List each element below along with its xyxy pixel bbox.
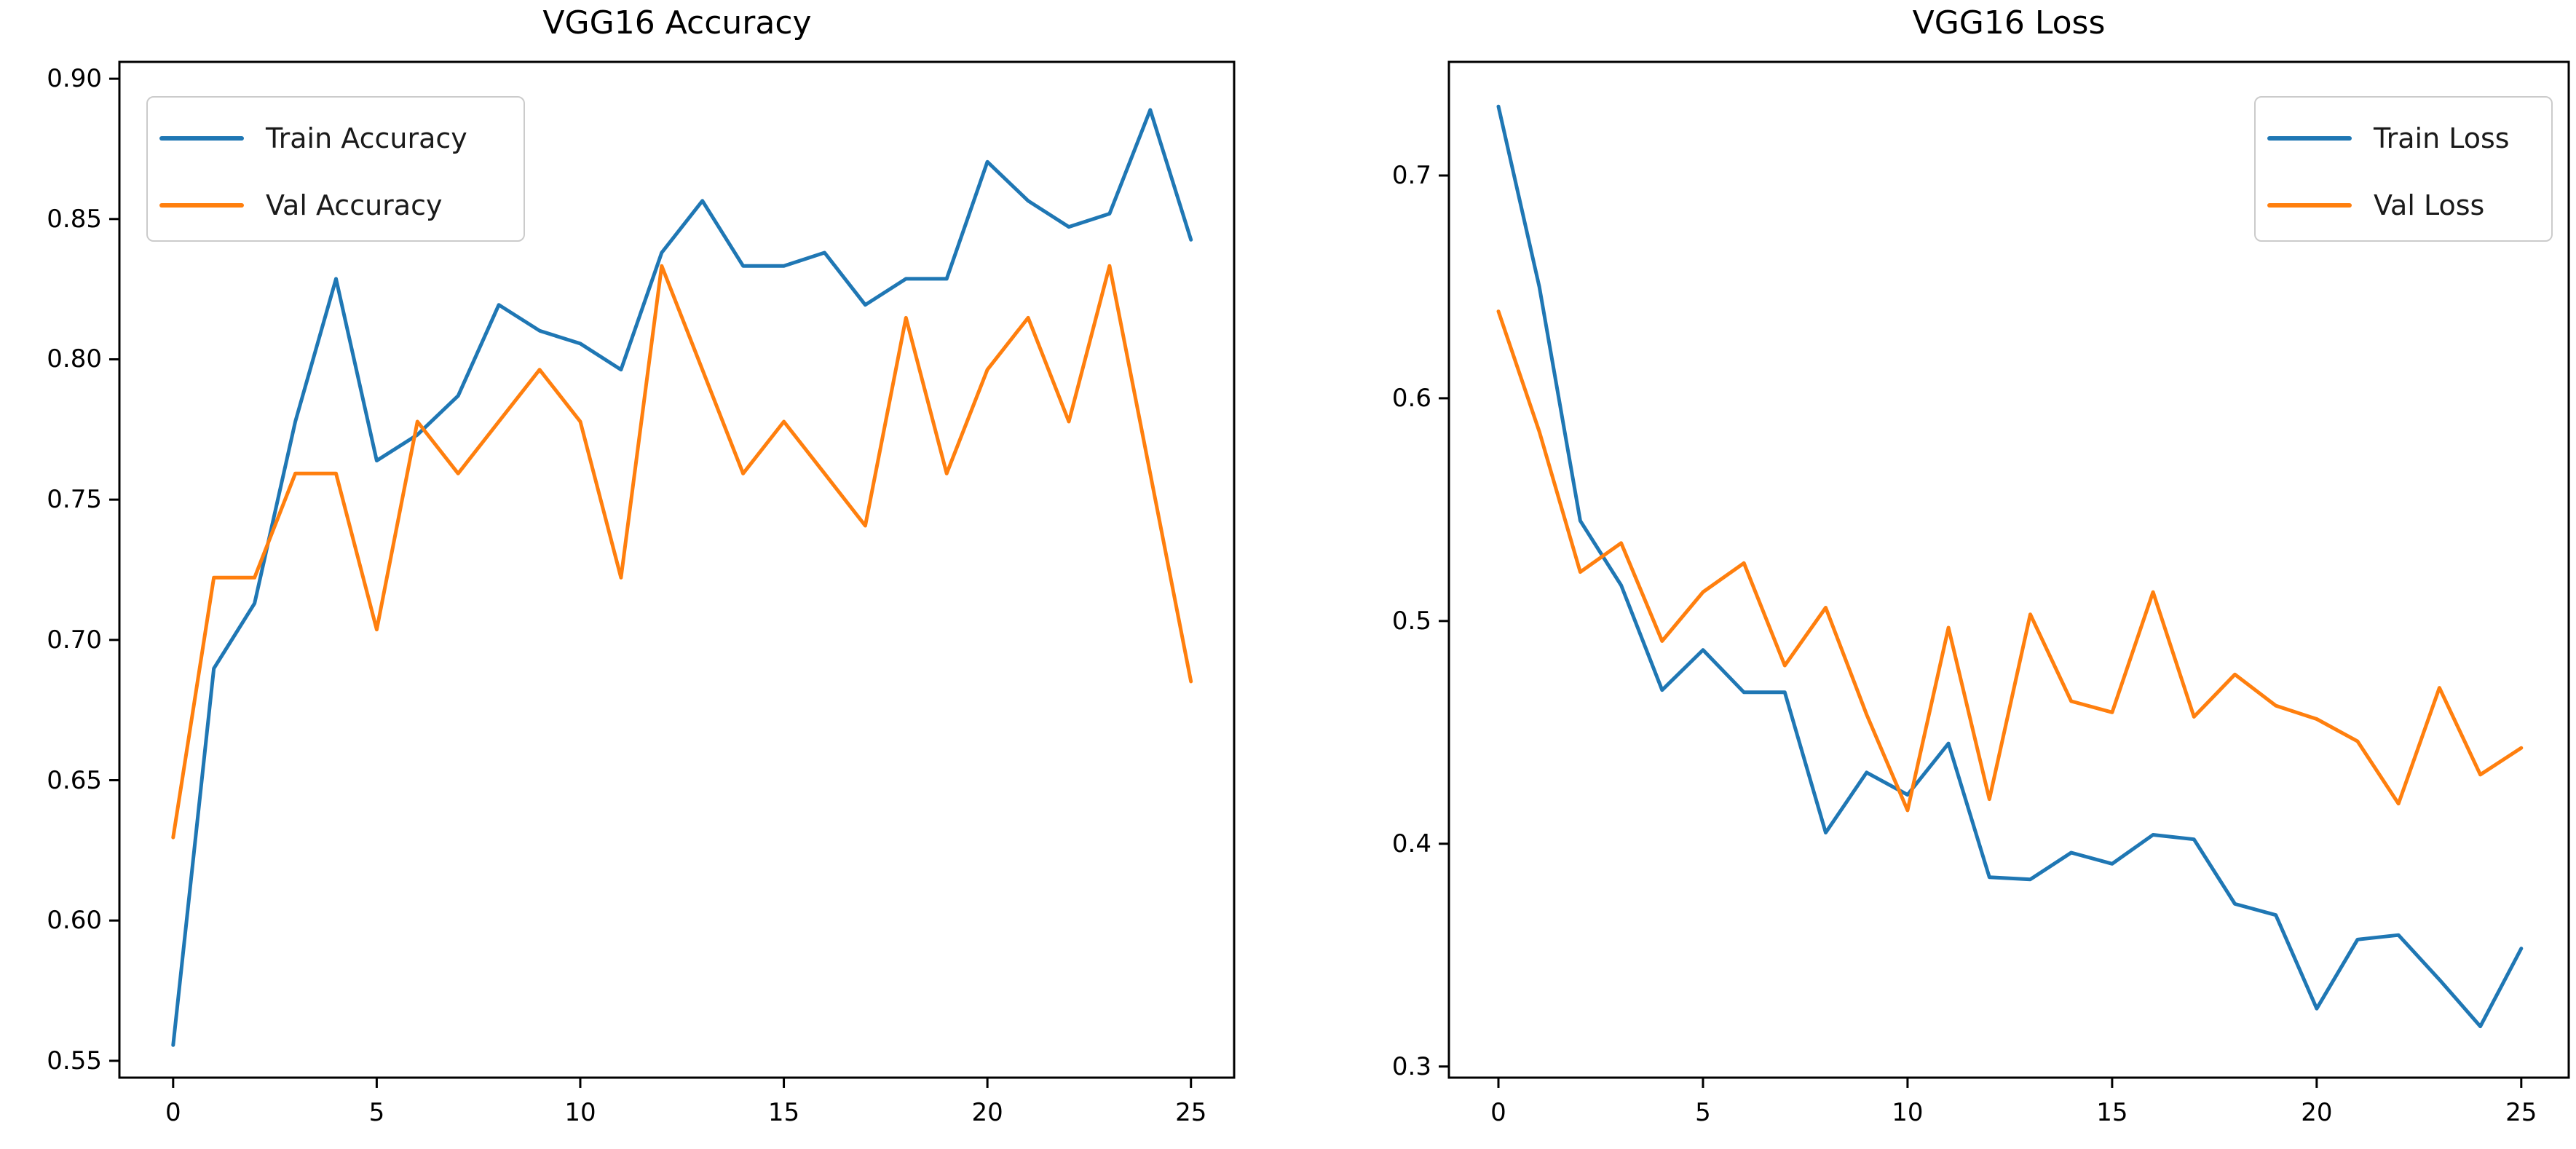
- y-tick-label: 0.3: [1391, 1051, 1431, 1081]
- loss-chart-title: VGG16 Loss: [1912, 4, 2106, 42]
- x-tick-label: 10: [1892, 1098, 1924, 1127]
- legend-label: Val Loss: [2374, 189, 2485, 221]
- x-tick-label: 25: [2505, 1098, 2537, 1127]
- x-tick-label: 10: [564, 1098, 596, 1127]
- x-tick-label: 25: [1175, 1098, 1207, 1127]
- y-tick-label: 0.65: [47, 765, 102, 795]
- y-tick-label: 0.4: [1391, 829, 1431, 858]
- x-tick-label: 5: [1695, 1098, 1711, 1127]
- y-tick-label: 0.5: [1391, 606, 1431, 636]
- train-accuracy-line-icon: [159, 136, 244, 141]
- legend-row: Val Loss: [2256, 186, 2484, 224]
- legend-row: Train Loss: [2256, 119, 2510, 157]
- accuracy-legend: Train Accuracy Val Accuracy: [146, 96, 525, 242]
- y-tick-label: 0.90: [47, 64, 102, 94]
- loss-legend: Train Loss Val Loss: [2254, 96, 2553, 242]
- y-tick-label: 0.70: [47, 625, 102, 655]
- y-tick-label: 0.55: [47, 1046, 102, 1075]
- x-tick-label: 0: [165, 1098, 181, 1127]
- x-tick-label: 0: [1490, 1098, 1506, 1127]
- y-tick-label: 0.75: [47, 485, 102, 515]
- y-tick-label: 0.7: [1391, 161, 1431, 191]
- x-tick-label: 20: [971, 1098, 1003, 1127]
- val-accuracy-line-icon: [159, 203, 244, 208]
- accuracy-chart-title: VGG16 Accuracy: [542, 4, 812, 42]
- legend-row: Val Accuracy: [148, 186, 442, 224]
- val-loss-line-icon: [2267, 203, 2352, 208]
- legend-label: Train Loss: [2374, 122, 2510, 154]
- x-tick-label: 5: [368, 1098, 385, 1127]
- x-tick-label: 15: [2096, 1098, 2128, 1127]
- legend-label: Train Accuracy: [266, 122, 467, 154]
- x-tick-label: 15: [767, 1098, 800, 1127]
- y-tick-label: 0.60: [47, 906, 102, 936]
- x-tick-label: 20: [2301, 1098, 2333, 1127]
- train-loss-line-icon: [2267, 136, 2352, 141]
- legend-label: Val Accuracy: [266, 189, 443, 221]
- y-tick-label: 0.80: [47, 344, 102, 374]
- legend-row: Train Accuracy: [148, 119, 467, 157]
- y-tick-label: 0.6: [1391, 383, 1431, 413]
- y-tick-label: 0.85: [47, 204, 102, 234]
